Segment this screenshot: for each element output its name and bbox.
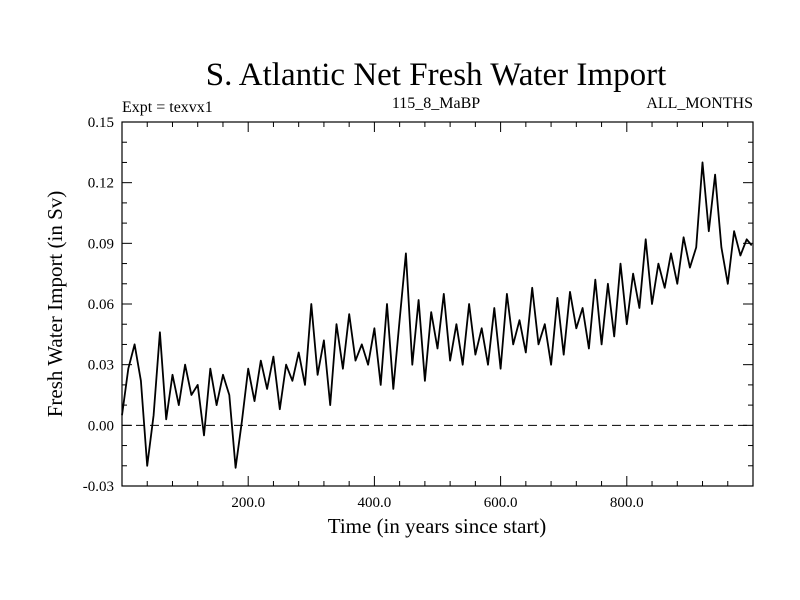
- months-label: ALL_MONTHS: [646, 95, 753, 112]
- y-axis-label: Fresh Water Import (in Sv): [43, 191, 67, 418]
- chart-title: S. Atlantic Net Fresh Water Import: [206, 57, 667, 93]
- x-tick-label: 800.0: [610, 495, 644, 511]
- series-line-fresh-water-import: [121, 161, 753, 469]
- plot-frame: [121, 121, 754, 487]
- x-tick-label: 600.0: [484, 495, 518, 511]
- y-tick-label: 0.09: [88, 236, 114, 252]
- y-tick-label: -0.03: [83, 479, 114, 495]
- y-tick-label: 0.06: [88, 297, 115, 313]
- x-axis-label: Time (in years since start): [328, 514, 547, 538]
- axis-tick-labels: -0.03 0.00 0.03 0.06 0.09 0.12 0.15 200.0 400.0 6…: [83, 115, 644, 511]
- axis-ticks: [122, 121, 753, 487]
- y-tick-label: 0.15: [88, 115, 114, 131]
- y-tick-label: 0.03: [88, 358, 114, 374]
- y-tick-label: 0.12: [88, 176, 114, 192]
- y-tick-label: 0.00: [88, 418, 114, 434]
- x-tick-label: 400.0: [358, 495, 392, 511]
- x-tick-label: 200.0: [231, 495, 265, 511]
- period-label: 115_8_MaBP: [392, 95, 480, 112]
- experiment-label: Expt = texvx1: [122, 99, 213, 116]
